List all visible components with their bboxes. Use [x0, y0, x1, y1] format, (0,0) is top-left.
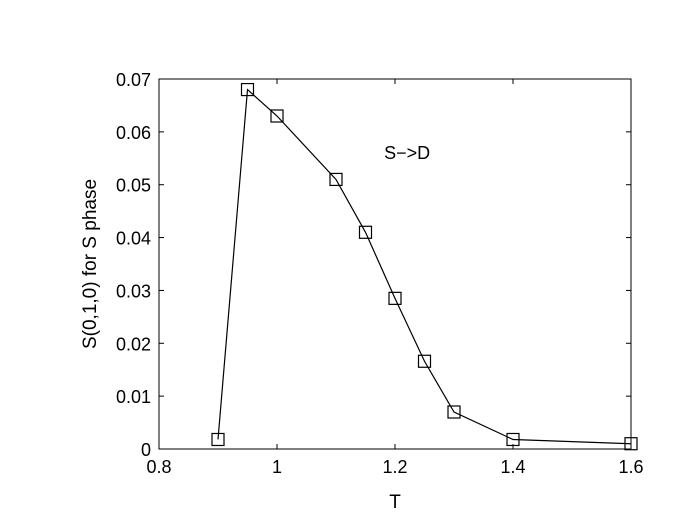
series — [211, 82, 638, 451]
data-point-marker — [358, 225, 373, 239]
ticks: 0.8 1 1.2 1.4 1.6 0 0.01 0.02 0.03 0.04 0.05 0.06 0.… — [116, 70, 644, 477]
y-tick-label: 0.03 — [116, 281, 151, 301]
data-point-marker — [506, 432, 520, 447]
y-tick-label: 0.01 — [116, 387, 151, 407]
plot-frame — [158, 78, 632, 450]
annotation-label: S−>D — [384, 143, 430, 163]
y-tick-label: 0 — [141, 440, 151, 460]
series-line — [217, 88, 632, 445]
y-axis-label: S(0,1,0) for S phase — [80, 179, 101, 349]
data-point-marker — [329, 172, 343, 187]
data-point-marker — [447, 405, 461, 419]
x-axis-label: T — [389, 492, 401, 513]
x-tick-label: 1 — [272, 457, 282, 477]
y-tick-label: 0.04 — [116, 229, 151, 249]
data-point-marker — [211, 432, 225, 447]
data-point-marker — [270, 109, 284, 123]
x-tick-label: 1.6 — [618, 457, 643, 477]
y-tick-label: 0.05 — [116, 176, 151, 196]
data-point-marker — [624, 437, 638, 451]
x-tick-label: 0.8 — [146, 457, 171, 477]
data-point-marker — [240, 82, 255, 97]
y-tick-label: 0.02 — [116, 334, 151, 354]
x-tick-label: 1.4 — [500, 457, 525, 477]
data-point-marker — [388, 291, 402, 305]
y-tick-label: 0.07 — [116, 70, 151, 90]
data-point-marker — [417, 354, 432, 368]
x-tick-label: 1.2 — [382, 457, 407, 477]
y-tick-label: 0.06 — [116, 123, 151, 143]
axes — [158, 78, 632, 450]
